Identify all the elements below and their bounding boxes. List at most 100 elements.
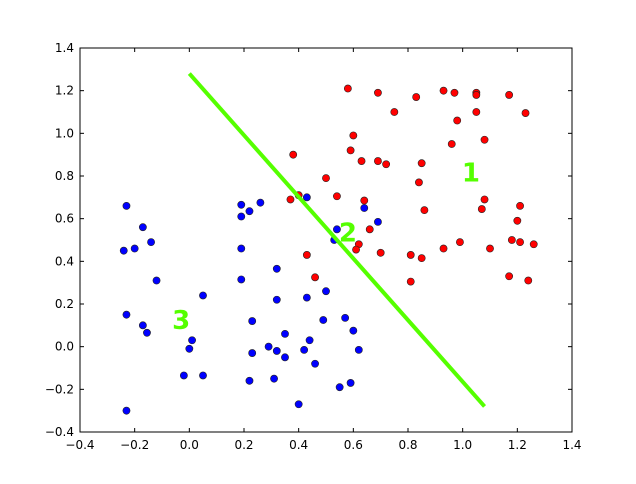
data-point — [374, 157, 382, 165]
data-point — [477, 205, 486, 213]
data-point — [270, 374, 278, 383]
data-point — [505, 272, 514, 281]
data-point — [199, 291, 207, 300]
data-point — [439, 86, 448, 95]
data-point — [264, 342, 273, 351]
cluster-label: 2 — [339, 218, 357, 248]
data-point — [272, 295, 281, 304]
data-point — [480, 195, 489, 204]
data-point — [417, 159, 426, 168]
data-point — [311, 359, 319, 368]
data-point — [420, 206, 429, 215]
x-tick-label: 1.2 — [508, 438, 527, 452]
data-point — [199, 371, 207, 380]
x-tick-label: 0.6 — [344, 438, 363, 452]
data-point — [472, 91, 481, 99]
data-point — [349, 326, 358, 335]
data-point — [147, 238, 155, 247]
data-point — [245, 376, 254, 385]
data-points — [119, 84, 538, 415]
plot-frame — [79, 47, 573, 433]
data-point — [341, 313, 350, 322]
data-point — [302, 193, 311, 202]
data-point — [505, 91, 514, 99]
data-point — [281, 329, 289, 338]
x-tick-label: −0.2 — [120, 438, 149, 452]
data-point — [516, 201, 524, 210]
data-point — [513, 216, 522, 225]
data-point — [319, 316, 328, 324]
data-point — [412, 93, 421, 101]
data-point — [237, 244, 246, 253]
data-point — [346, 379, 355, 387]
annotations: 1 2 3 — [172, 72, 487, 408]
y-tick-label: 0.8 — [55, 169, 74, 183]
data-point — [122, 201, 131, 210]
x-tick-label: 1.0 — [453, 438, 472, 452]
data-point — [281, 353, 289, 362]
data-point — [374, 88, 382, 97]
data-point — [352, 245, 360, 254]
y-tick-label: 1.2 — [55, 84, 74, 98]
y-tick-label: 1.4 — [55, 41, 74, 55]
x-tick-label: 0.8 — [398, 438, 417, 452]
data-point — [122, 310, 131, 319]
data-point — [456, 238, 464, 247]
data-point — [406, 277, 415, 286]
data-point — [322, 174, 330, 183]
x-tick-label: 0.2 — [234, 438, 253, 452]
data-point — [333, 225, 341, 234]
data-point — [138, 321, 147, 330]
data-point — [302, 293, 311, 302]
cluster-label: 1 — [462, 159, 480, 189]
data-point — [390, 108, 399, 116]
data-point — [521, 109, 530, 117]
data-point — [143, 328, 151, 337]
data-point — [179, 371, 188, 380]
x-tick-label: 0.0 — [180, 438, 199, 452]
data-point — [237, 200, 246, 209]
data-point — [335, 383, 344, 392]
separator-line — [187, 72, 487, 408]
axis-ticks: −0.4 −0.2 0.0 0.2 0.4 0.6 0.8 1.0 1.2 1.4 −0.4 −0.2… — [45, 41, 582, 452]
data-point — [450, 88, 459, 97]
y-tick-label: −0.4 — [45, 425, 74, 439]
data-point — [300, 345, 309, 354]
data-point — [382, 160, 391, 169]
data-point — [272, 264, 281, 273]
data-point — [365, 225, 374, 234]
data-point — [302, 251, 311, 259]
y-tick-label: 0.4 — [55, 254, 74, 268]
data-point — [333, 192, 341, 201]
data-point — [472, 108, 481, 116]
data-point — [447, 140, 456, 148]
data-point — [248, 317, 257, 325]
data-point — [289, 150, 298, 159]
data-point — [453, 116, 462, 125]
data-point — [354, 345, 363, 354]
data-point — [322, 287, 330, 296]
data-point — [119, 246, 128, 255]
data-point — [507, 236, 516, 244]
data-point — [349, 131, 358, 140]
data-point — [237, 212, 246, 221]
cluster-label: 3 — [172, 306, 190, 336]
y-tick-label: 0.0 — [55, 340, 74, 354]
data-point — [152, 276, 161, 285]
data-point — [524, 276, 533, 285]
data-point — [294, 400, 303, 409]
data-point — [286, 195, 295, 204]
data-point — [245, 207, 254, 216]
data-point — [529, 240, 538, 249]
data-point — [138, 223, 147, 232]
data-point — [415, 178, 423, 187]
data-point — [480, 135, 489, 144]
data-point — [376, 248, 385, 257]
data-point — [311, 273, 319, 282]
y-tick-label: 0.2 — [55, 297, 74, 311]
data-point — [439, 244, 448, 253]
data-point — [346, 146, 355, 155]
y-tick-label: −0.2 — [45, 382, 74, 396]
data-point — [486, 244, 494, 253]
